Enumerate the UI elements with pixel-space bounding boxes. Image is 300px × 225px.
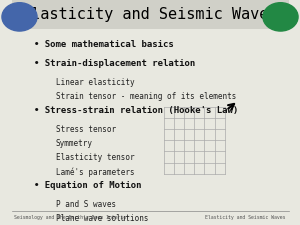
- Text: Symmetry: Symmetry: [56, 139, 93, 148]
- Text: • Strain-displacement relation: • Strain-displacement relation: [34, 59, 195, 68]
- Text: • Stress-strain relation (Hooke's Law): • Stress-strain relation (Hooke's Law): [34, 106, 238, 115]
- Text: Strain tensor - meaning of its elements: Strain tensor - meaning of its elements: [56, 92, 236, 101]
- Text: • Equation of Motion: • Equation of Motion: [34, 181, 141, 190]
- Text: Lamé's parameters: Lamé's parameters: [56, 167, 134, 177]
- Text: Elasticity and Seismic Waves: Elasticity and Seismic Waves: [205, 215, 286, 220]
- Text: Elasticity and Seismic Waves: Elasticity and Seismic Waves: [22, 7, 278, 22]
- Text: Seismology and the Earth's Deep Interior: Seismology and the Earth's Deep Interior: [14, 215, 129, 220]
- FancyBboxPatch shape: [11, 0, 289, 29]
- Text: Elasticity tensor: Elasticity tensor: [56, 153, 134, 162]
- Text: • Some mathematical basics: • Some mathematical basics: [34, 40, 173, 49]
- Text: P and S waves: P and S waves: [56, 200, 116, 209]
- Text: Stress tensor: Stress tensor: [56, 125, 116, 134]
- Circle shape: [2, 3, 37, 31]
- Text: Plane wave solutions: Plane wave solutions: [56, 214, 148, 223]
- Text: Linear elasticity: Linear elasticity: [56, 78, 134, 87]
- Circle shape: [263, 3, 298, 31]
